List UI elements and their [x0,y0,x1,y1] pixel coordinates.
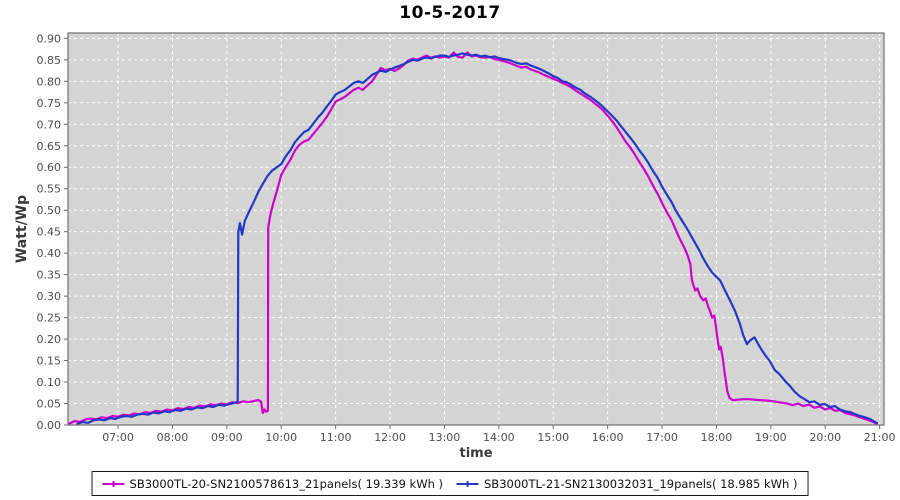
y-tick-label: 0.55 [37,183,62,196]
x-tick-label: 13:00 [429,431,461,444]
y-tick-label: 0.15 [37,355,62,368]
series-line-1 [76,52,879,426]
y-tick-label: 0.20 [37,333,62,346]
y-tick-label: 0.30 [37,290,62,303]
y-tick-label: 0.40 [37,247,62,260]
x-tick-label: 08:00 [157,431,189,444]
x-tick-label: 11:00 [320,431,352,444]
legend-line-marker [457,480,479,487]
y-tick-label: 0.10 [37,376,62,389]
x-tick-label: 21:00 [864,431,896,444]
y-tick-label: 0.00 [37,419,62,432]
x-axis-label: time [459,446,493,461]
legend-entry-0: SB3000TL-20-SN2100578613_21panels( 19.33… [102,476,443,491]
legend: SB3000TL-20-SN2100578613_21panels( 19.33… [91,471,809,496]
x-tick-label: 14:00 [483,431,515,444]
y-tick-label: 0.45 [37,226,62,239]
plot-background [68,33,884,425]
x-tick-label: 17:00 [646,431,678,444]
legend-label: SB3000TL-21-SN2130032031_19panels( 18.98… [484,476,798,491]
x-tick-label: 15:00 [537,431,569,444]
plot-border [67,32,885,426]
legend-entry-1: SB3000TL-21-SN2130032031_19panels( 18.98… [457,477,797,491]
chart-title: 10-5-2017 [399,3,501,23]
y-tick-label: 0.75 [37,97,62,110]
y-tick-label: 0.80 [37,75,62,88]
y-axis-label: Watt/Wp [14,194,30,264]
x-tick-label: 09:00 [211,431,243,444]
x-tick-label: 19:00 [755,431,787,444]
y-tick-label: 0.85 [37,54,62,67]
legend-line-marker [102,480,125,487]
y-tick-label: 0.70 [37,118,62,131]
x-tick-label: 16:00 [592,431,624,444]
y-tick-label: 0.35 [37,269,62,282]
x-tick-label: 07:00 [102,431,134,444]
y-tick-label: 0.25 [37,312,62,325]
x-tick-label: 12:00 [374,431,406,444]
x-tick-label: 10:00 [265,431,297,444]
y-tick-label: 0.50 [37,204,62,217]
x-tick-label: 18:00 [701,431,733,444]
y-tick-label: 0.65 [37,140,62,153]
legend-label: SB3000TL-20-SN2100578613_21panels( 19.33… [129,476,443,491]
x-tick-label: 20:00 [809,431,841,444]
y-tick-label: 0.05 [37,398,62,411]
y-tick-label: 0.60 [37,161,62,174]
y-tick-label: 0.90 [37,32,62,45]
